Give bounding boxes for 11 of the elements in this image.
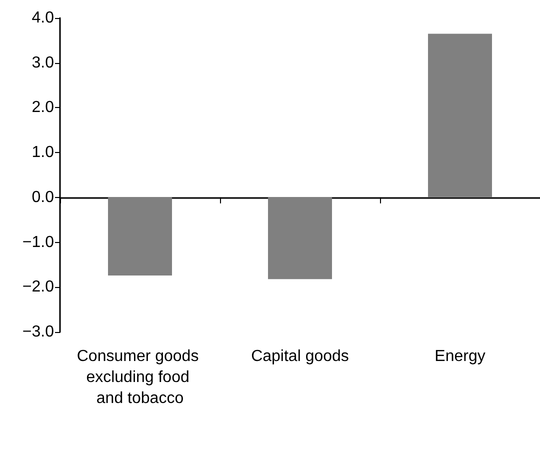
- y-tick-label: −3.0: [22, 324, 54, 340]
- y-tick-label: −1.0: [22, 234, 54, 251]
- x-tick-label: Consumer goods excluding food and tobacco: [76, 348, 204, 407]
- y-tick-label: 2.0: [32, 99, 54, 116]
- y-tick-label: 1.0: [32, 144, 54, 162]
- y-tick-label: −2.0: [22, 278, 54, 296]
- y-tick-label: 3.0: [32, 54, 54, 72]
- x-tick-label: Capital goods: [251, 348, 349, 365]
- y-tick-label: 4.0: [32, 10, 54, 26]
- y-tick-label: 0.0: [32, 188, 54, 206]
- x-tick-label: Energy: [434, 348, 486, 365]
